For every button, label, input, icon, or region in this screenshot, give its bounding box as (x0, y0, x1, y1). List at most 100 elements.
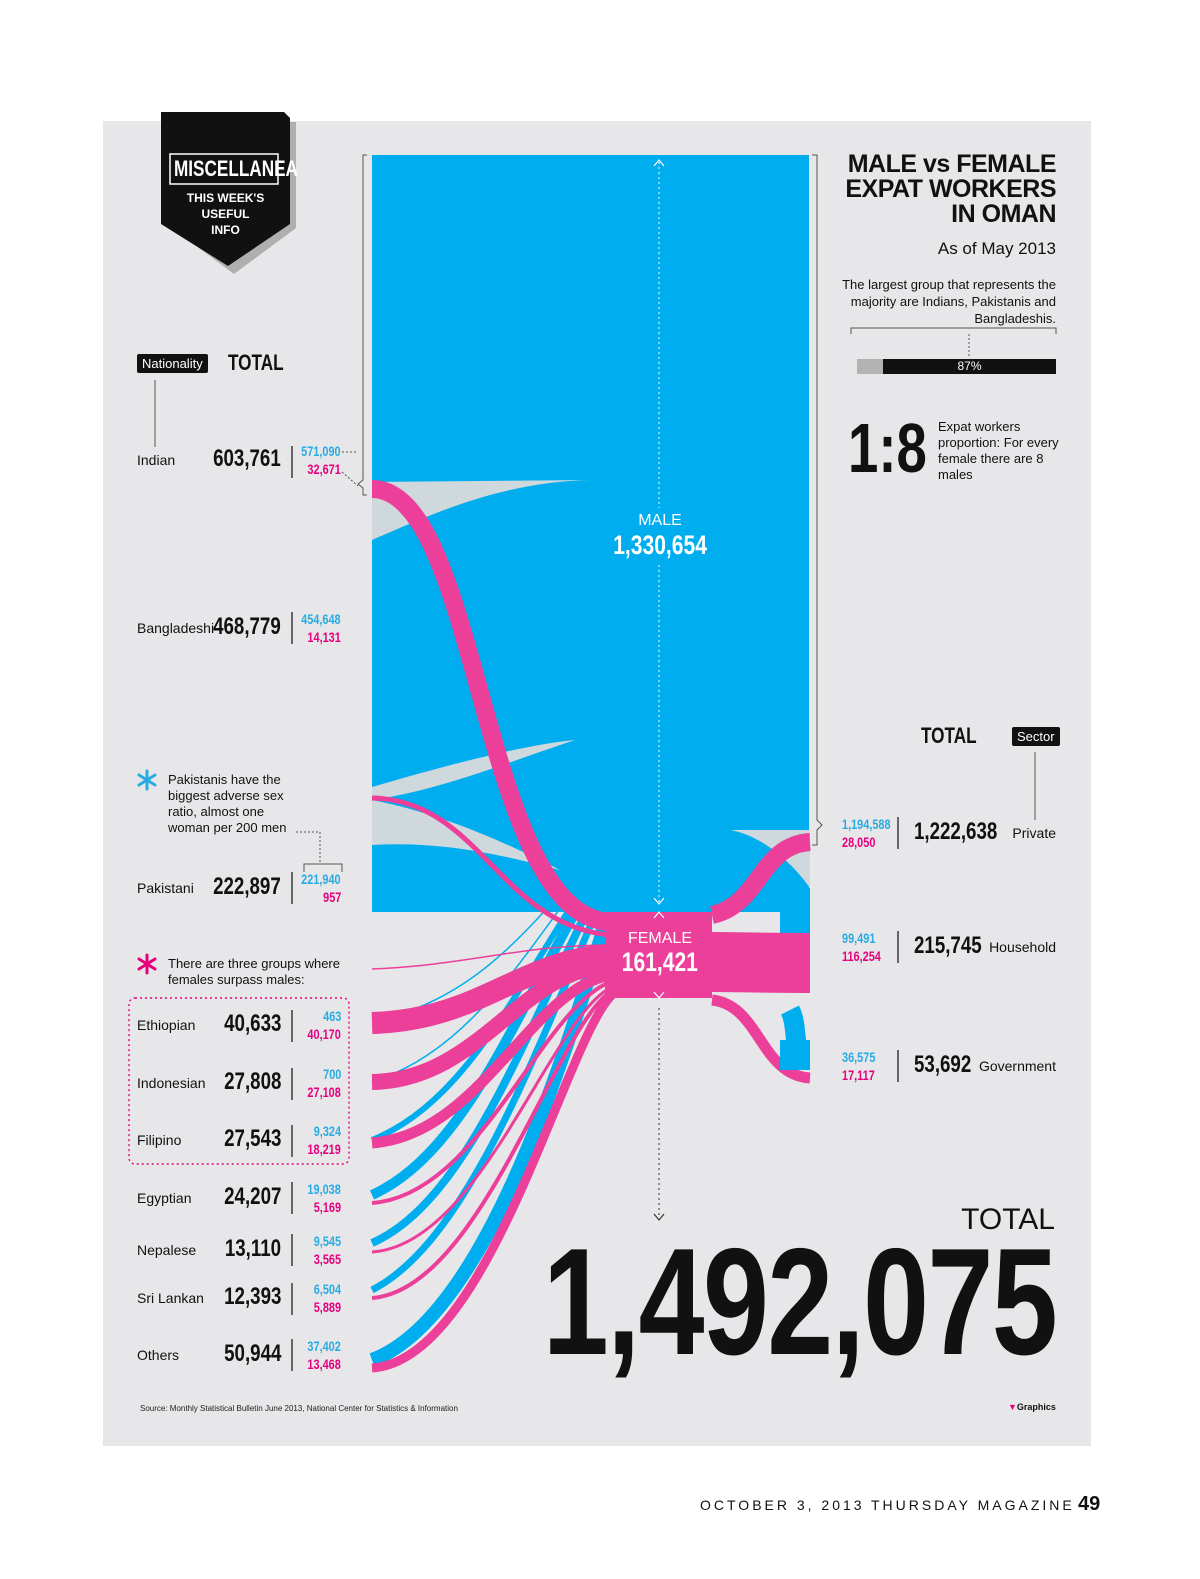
nationality-female: 40,170 (307, 1026, 341, 1042)
grand-total: 1,492,075 (542, 1217, 1058, 1387)
sector-male: 99,491 (842, 930, 876, 946)
sector-total-header: TOTAL (921, 723, 977, 748)
nationality-name: Sri Lankan (137, 1290, 204, 1306)
nationality-name: Egyptian (137, 1190, 192, 1206)
miscellanea-badge (161, 112, 296, 274)
female-flows-left (370, 480, 616, 1373)
nationality-total: 40,633 (223, 1010, 281, 1037)
credit: ▼Graphics (1008, 1402, 1056, 1412)
nationality-total: 12,393 (223, 1283, 281, 1310)
nationality-male: 6,504 (313, 1281, 341, 1297)
sector-female: 28,050 (842, 834, 876, 850)
note-females: There are three groups where females sur… (168, 956, 340, 987)
nationality-male: 571,090 (301, 443, 341, 459)
page-title: MALE vs FEMALE EXPAT WORKERS IN OMAN (800, 152, 1056, 227)
male-bracket (341, 154, 367, 496)
badge-line: USEFUL (201, 207, 250, 221)
female-block (605, 912, 712, 998)
nationality-female: 5,889 (313, 1299, 341, 1315)
sector-tag: Sector (1012, 727, 1060, 746)
sector-flows (709, 833, 812, 1084)
footer-date: OCTOBER 3, 2013 (700, 1497, 865, 1513)
nationality-female: 13,468 (307, 1356, 341, 1372)
nationality-male: 463 (322, 1008, 341, 1024)
value-separators (291, 446, 899, 1371)
badge-subtitle: THIS WEEK'S USEFUL INFO (161, 190, 290, 238)
nationality-male: 9,545 (313, 1233, 341, 1249)
sector-name: Household (989, 939, 1056, 955)
nationality-female: 957 (322, 889, 341, 905)
nationality-name: Indian (137, 452, 176, 468)
footer-page: 49 (1078, 1493, 1101, 1515)
nationality-female: 3,565 (313, 1251, 341, 1267)
nationality-name: Others (137, 1347, 180, 1363)
nationality-total: 24,207 (223, 1183, 281, 1210)
majority-note: The largest group that represents the ma… (842, 277, 1056, 326)
sector-total: 53,692 (914, 1051, 972, 1078)
nationality-total: 13,110 (224, 1235, 281, 1262)
male-arrow-heads (653, 159, 665, 999)
credit-logo-icon: ▼ (1008, 1402, 1017, 1412)
badge-title: MISCELLANEA (174, 156, 298, 181)
majority-bar-rest (857, 359, 883, 374)
nationality-total: 27,808 (223, 1068, 281, 1095)
nationality-male: 19,038 (307, 1181, 341, 1197)
female-label: FEMALE (627, 930, 692, 947)
nationality-total: 603,761 (213, 445, 281, 472)
nationality-male: 9,324 (313, 1123, 341, 1139)
male-block (372, 155, 809, 912)
credit-text: Graphics (1016, 1402, 1056, 1412)
nationality-male: 37,402 (307, 1338, 341, 1354)
sector-total: 215,745 (914, 932, 982, 959)
sector-female: 116,254 (842, 948, 881, 964)
nationality-name: Indonesian (137, 1075, 206, 1091)
nationality-name: Ethiopian (137, 1017, 196, 1033)
male-value-wrap: 1,330,654 (560, 530, 760, 561)
nationality-female: 5,169 (313, 1199, 341, 1215)
nationality-name: Bangladeshi (137, 620, 215, 636)
sector-name: Government (978, 1058, 1056, 1074)
sector-name: Private (1012, 825, 1056, 841)
nationality-male: 454,648 (301, 611, 341, 627)
female-value: 161,421 (621, 947, 699, 977)
nationality-female: 27,108 (307, 1084, 341, 1100)
nationality-total: 222,897 (213, 873, 281, 900)
male-bracket-right (812, 154, 823, 846)
source-note: Source: Monthly Statistical Bulletin Jun… (140, 1404, 458, 1413)
badge-line: INFO (211, 223, 240, 237)
nationality-name: Pakistani (137, 880, 194, 896)
male-value: 1,330,654 (613, 530, 707, 560)
sector-male: 36,575 (842, 1049, 876, 1065)
ratio-text: Expat workers proportion: For every fema… (938, 419, 1059, 482)
nationality-total-header: TOTAL (228, 350, 284, 375)
grand-total-label: TOTAL (961, 1203, 1055, 1236)
footer-magazine: THURSDAY MAGAZINE (871, 1497, 1075, 1513)
female-value-wrap: 161,421 (560, 947, 760, 978)
title-line: MALE vs FEMALE (847, 150, 1057, 178)
sector-total: 1,222,638 (914, 818, 998, 845)
sector-female: 17,117 (842, 1067, 875, 1083)
majority-percent: 87% (957, 359, 982, 373)
nationality-female: 18,219 (307, 1141, 341, 1157)
nationality-female: 14,131 (307, 629, 341, 645)
title-line: IN OMAN (951, 200, 1056, 228)
nationality-name: Filipino (137, 1132, 182, 1148)
majority-bar-fill (883, 359, 1056, 374)
pink-asterisk-icon (137, 953, 157, 975)
sector-male: 1,194,588 (842, 816, 891, 832)
ratio-value: 1:8 (848, 409, 927, 487)
title-line: EXPAT WORKERS (845, 175, 1056, 203)
nationality-total: 27,543 (223, 1125, 281, 1152)
badge-line: THIS WEEK'S (186, 191, 265, 205)
nationality-total: 468,779 (213, 613, 281, 640)
male-label: MALE (638, 512, 682, 529)
nationality-tag: Nationality (137, 354, 208, 373)
nationality-name: Nepalese (137, 1242, 197, 1258)
nationality-total: 50,944 (223, 1340, 281, 1367)
note-pakistani: Pakistanis have the biggest adverse sex … (168, 772, 287, 835)
nationality-male: 700 (322, 1066, 341, 1082)
nationality-male: 221,940 (301, 871, 341, 887)
nationality-female: 32,671 (307, 461, 341, 477)
subtitle: As of May 2013 (937, 239, 1056, 258)
